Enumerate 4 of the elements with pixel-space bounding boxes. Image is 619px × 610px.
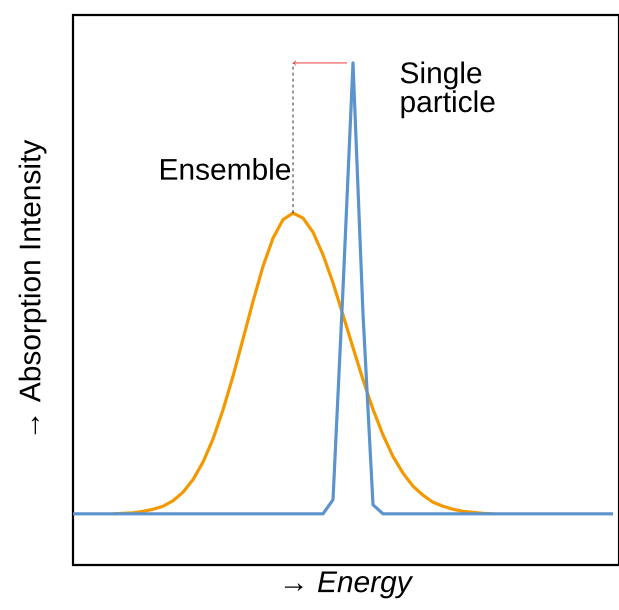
y-axis-title: → Absorption Intensity [18, 140, 46, 434]
series-label: Ensemble [161, 158, 290, 180]
series-label: Single particle [400, 61, 495, 118]
x-axis-title: → Energy [284, 572, 414, 598]
